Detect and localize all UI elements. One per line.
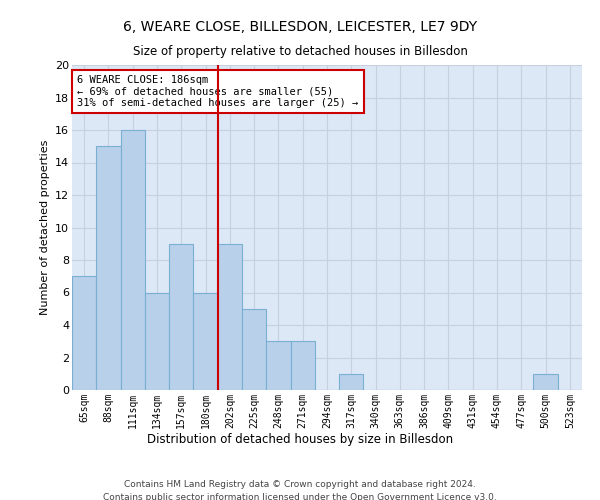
Bar <box>193 292 218 390</box>
Text: 6 WEARE CLOSE: 186sqm
← 69% of detached houses are smaller (55)
31% of semi-deta: 6 WEARE CLOSE: 186sqm ← 69% of detached … <box>77 74 358 108</box>
Bar <box>169 244 193 390</box>
Bar <box>145 292 169 390</box>
Text: Contains public sector information licensed under the Open Government Licence v3: Contains public sector information licen… <box>103 492 497 500</box>
Y-axis label: Number of detached properties: Number of detached properties <box>40 140 50 315</box>
Bar <box>242 308 266 390</box>
Bar <box>266 341 290 390</box>
Bar <box>533 374 558 390</box>
Text: Distribution of detached houses by size in Billesdon: Distribution of detached houses by size … <box>147 432 453 446</box>
Bar <box>218 244 242 390</box>
Bar <box>121 130 145 390</box>
Bar <box>72 276 96 390</box>
Text: Contains HM Land Registry data © Crown copyright and database right 2024.: Contains HM Land Registry data © Crown c… <box>124 480 476 489</box>
Text: 6, WEARE CLOSE, BILLESDON, LEICESTER, LE7 9DY: 6, WEARE CLOSE, BILLESDON, LEICESTER, LE… <box>123 20 477 34</box>
Bar <box>339 374 364 390</box>
Bar <box>290 341 315 390</box>
Bar <box>96 146 121 390</box>
Text: Size of property relative to detached houses in Billesdon: Size of property relative to detached ho… <box>133 45 467 58</box>
